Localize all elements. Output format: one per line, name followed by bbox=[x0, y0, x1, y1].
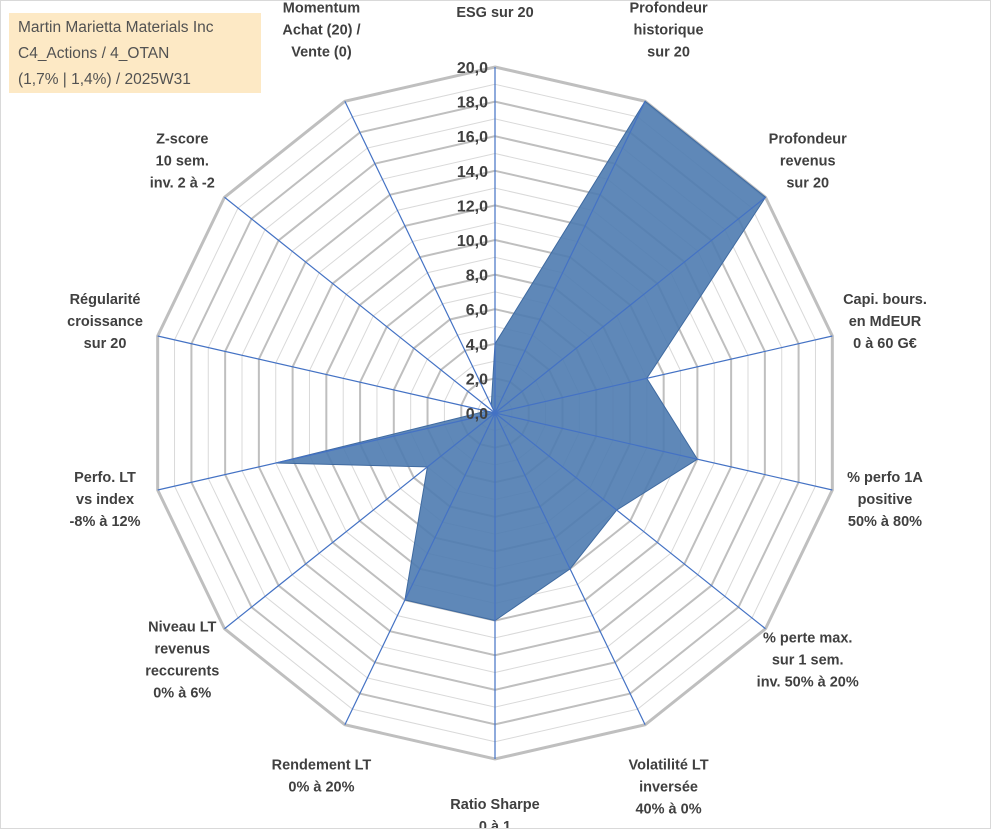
radar-spokes bbox=[157, 67, 833, 759]
radar-spoke bbox=[494, 412, 646, 725]
radar-spoke bbox=[157, 335, 496, 414]
radar-spoke bbox=[494, 412, 833, 491]
tick-label: 16,0 bbox=[457, 129, 488, 146]
tick-label: 8,0 bbox=[466, 268, 488, 285]
tick-label: 12,0 bbox=[457, 198, 488, 215]
chart-header-box: Martin Marietta Materials Inc C4_Actions… bbox=[9, 13, 261, 93]
axis-label: Capi. bours. en MdEUR 0 à 60 G€ bbox=[843, 292, 927, 352]
radar-spoke bbox=[224, 196, 496, 414]
axis-label: Profondeur historique sur 20 bbox=[629, 1, 707, 61]
radar-spoke bbox=[494, 335, 833, 414]
axis-label: NoteESG sur 20 bbox=[456, 1, 533, 21]
tick-label: 6,0 bbox=[466, 302, 488, 319]
radar-spoke bbox=[344, 101, 496, 414]
header-line-company: Martin Marietta Materials Inc bbox=[18, 19, 214, 36]
axis-label: Rendement LT 0% à 20% bbox=[272, 757, 372, 795]
axis-label: Z-score 10 sem. inv. 2 à -2 bbox=[150, 132, 215, 192]
axis-label: Volatilité LT inversée 40% à 0% bbox=[629, 757, 709, 817]
tick-label: 14,0 bbox=[457, 164, 488, 181]
axis-label: % perte max. sur 1 sem. inv. 50% à 20% bbox=[757, 630, 859, 690]
axis-label: Niveau LT revenus reccurents 0% à 6% bbox=[145, 619, 219, 701]
axis-label: Profondeur revenus sur 20 bbox=[769, 132, 847, 192]
tick-label: 18,0 bbox=[457, 95, 488, 112]
radar-spoke bbox=[494, 101, 646, 414]
tick-label: 0,0 bbox=[466, 406, 488, 423]
radar-spoke bbox=[157, 412, 496, 491]
axis-label: % perfo 1A positive 50% à 80% bbox=[847, 470, 923, 530]
tick-label: 10,0 bbox=[457, 233, 488, 250]
radial-tick-labels: 0,0 2,0 4,0 6,0 8,0 10,0 12,0 14,0 16,0 18,0 20,0 bbox=[457, 60, 488, 423]
radar-spoke bbox=[494, 412, 766, 630]
radar-spoke bbox=[344, 412, 496, 725]
header-line-category: C4_Actions / 4_OTAN bbox=[18, 45, 170, 62]
axis-label: Ratio Sharpe 0 à 1 bbox=[450, 797, 539, 828]
tick-label: 20,0 bbox=[457, 60, 488, 77]
axis-label: Momentum Achat (20) / Vente (0) bbox=[282, 1, 360, 61]
tick-label: 2,0 bbox=[466, 371, 488, 388]
radar-spoke bbox=[494, 196, 766, 414]
header-line-period: (1,7% | 1,4%) / 2025W31 bbox=[18, 71, 191, 88]
tick-label: 4,0 bbox=[466, 337, 488, 354]
radar-spoke bbox=[224, 412, 496, 630]
axis-label: Régularité croissance sur 20 bbox=[67, 292, 143, 352]
axis-label: Perfo. LT vs index -8% à 12% bbox=[70, 470, 141, 530]
